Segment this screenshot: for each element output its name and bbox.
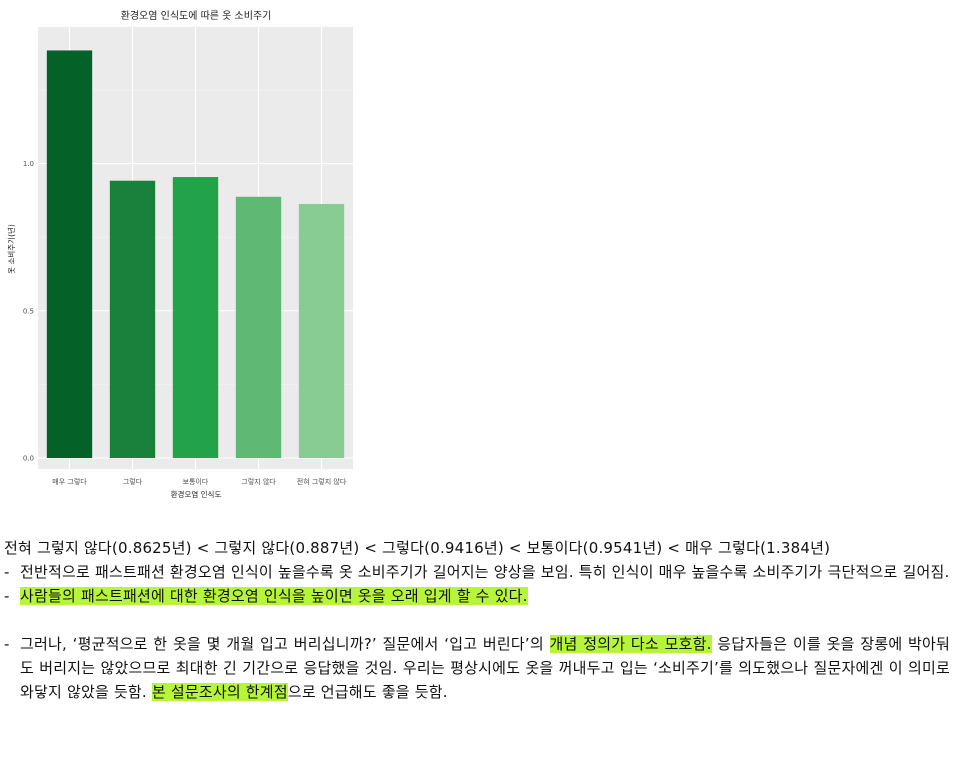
blank-line — [4, 608, 950, 632]
x-tick-labels: 매우 그렇다 그렇다 보통이다 그렇지 않다 전혀 그렇지 않다 — [52, 477, 347, 486]
bars — [46, 50, 345, 459]
bullet-dash: - — [4, 563, 10, 581]
ranking-summary: 전혀 그렇지 않다(0.8625년) < 그렇지 않다(0.887년) < 그렇… — [4, 539, 831, 557]
text-segment: 응답자들은 이를 옷을 장롱에 박아둬도 버리지는 않았으므로 최대한 긴 기간… — [20, 635, 951, 701]
x-tick-label: 그렇다 — [123, 477, 143, 486]
bar — [46, 50, 93, 459]
bullet-conclusion: - 사람들의 패스트패션에 대한 환경오염 인식을 높이면 옷을 오래 입게 할… — [4, 584, 950, 608]
bar-chart: 환경오염 인식도에 따른 옷 소비주기 0.0 0.5 1.0 매우 그렇다 그렇다 보… — [0, 0, 360, 505]
highlighted-text: 사람들의 패스트패션에 대한 환경오염 인식을 높이면 옷을 오래 입게 할 수… — [20, 587, 528, 605]
x-tick-label: 보통이다 — [183, 477, 209, 486]
bullet-dash: - — [4, 635, 10, 653]
y-axis-title: 옷 소비주기(년) — [6, 224, 16, 274]
y-tick-label: 0.0 — [23, 455, 34, 463]
highlighted-text: 개념 정의가 다소 모호함. — [549, 635, 712, 653]
bullet-text: 전반적으로 패스트패션 환경오염 인식이 높을수록 옷 소비주기가 길어지는 양… — [20, 563, 950, 581]
bullet-dash: - — [4, 587, 10, 605]
chart-title: 환경오염 인식도에 따른 옷 소비주기 — [121, 9, 272, 22]
x-tick-label: 그렇지 않다 — [241, 477, 276, 486]
x-axis-title: 환경오염 인식도 — [171, 489, 222, 499]
text-segment: 으로 언급해도 좋을 듯함. — [287, 683, 448, 701]
bar — [109, 180, 156, 458]
x-tick-label: 전혀 그렇지 않다 — [297, 477, 347, 486]
y-tick-label: 1.0 — [23, 160, 34, 168]
bullet-limitation: - 그러나, ‘평균적으로 한 옷을 몇 개월 입고 버리십니까?’ 질문에서 … — [4, 632, 950, 704]
bullet-text: 그러나, ‘평균적으로 한 옷을 몇 개월 입고 버리십니까?’ 질문에서 ‘입… — [20, 632, 950, 704]
analysis-notes: 전혀 그렇지 않다(0.8625년) < 그렇지 않다(0.887년) < 그렇… — [4, 536, 950, 704]
bullet-text: 사람들의 패스트패션에 대한 환경오염 인식을 높이면 옷을 오래 입게 할 수… — [20, 584, 950, 608]
bar — [172, 177, 219, 458]
y-tick-labels: 0.0 0.5 1.0 — [23, 160, 34, 462]
text-segment: 그러나, ‘평균적으로 한 옷을 몇 개월 입고 버리십니까?’ 질문에서 ‘입… — [20, 635, 550, 653]
x-tick-label: 매우 그렇다 — [52, 477, 87, 486]
bullet-overall-trend: - 전반적으로 패스트패션 환경오염 인식이 높을수록 옷 소비주기가 길어지는… — [4, 560, 950, 584]
highlighted-text: 본 설문조사의 한계점 — [151, 683, 288, 701]
bar — [235, 196, 282, 458]
chart-svg: 환경오염 인식도에 따른 옷 소비주기 0.0 0.5 1.0 매우 그렇다 그렇다 보… — [6, 9, 353, 499]
bar — [298, 204, 345, 458]
y-tick-label: 0.5 — [23, 307, 34, 315]
